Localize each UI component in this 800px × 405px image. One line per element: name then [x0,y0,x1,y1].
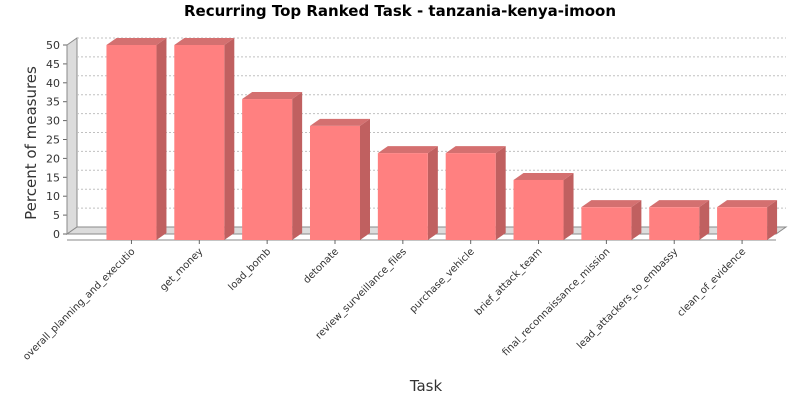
bar [174,38,235,240]
y-tick-label: 45 [46,58,60,71]
y-axis-title: Percent of measures [22,66,40,220]
x-tick-label: get_money [158,246,205,293]
x-tick-label: final_reconnaissance_mission [500,246,612,358]
bar-front [649,207,700,240]
x-tick-label: brief_attack_team [473,246,545,318]
bar-side [156,38,167,240]
x-tick-label: clean_of_evidence [675,246,748,319]
label-layer: overall_planning_and_executio get_money lo… [21,246,748,362]
x-tick-label: purchase_vehicle [408,246,477,315]
y-tick-label: 35 [46,96,60,109]
y-tick-label: 15 [46,171,60,184]
bar-side [495,146,506,240]
bar [717,200,778,240]
y-tick-label: 30 [46,115,60,128]
bar-top [174,38,235,45]
bar-front [309,125,360,240]
bar-front [445,153,496,240]
bar [242,92,303,240]
bar-front [513,179,564,240]
bar-front [377,153,428,240]
bar [309,118,370,240]
bar-front [242,99,293,240]
bar-side [359,118,370,240]
bar-top [106,38,167,45]
bar-side [224,38,235,240]
bar [513,172,574,240]
bar-side [563,172,574,240]
x-tick-label: detonate [301,246,341,286]
y-tick-label: 50 [46,39,60,52]
bar [445,146,506,240]
bar-top [377,146,438,154]
y-tick-label: 20 [46,152,60,165]
bar-layer [106,38,778,240]
bar-side [699,200,710,240]
bar [106,38,167,240]
bar-front [717,207,768,240]
bar-front [581,207,632,240]
bar-top [649,200,710,208]
bar-top [717,200,778,208]
bar-top [513,172,574,180]
bar-top [309,118,370,126]
bar-side [427,146,438,240]
bar-front [174,45,225,240]
y-tick-label: 25 [46,134,60,147]
y-tick-label: 10 [46,190,60,203]
x-tick-label: load_bomb [227,246,274,293]
bar [649,200,710,240]
bar [377,146,438,240]
left-wall [66,37,78,235]
bar [581,200,642,240]
x-axis-title: Task [409,377,443,395]
bar-front [106,45,157,240]
bar-top [242,92,303,100]
y-tick-label: 40 [46,77,60,90]
y-tick-label: 0 [53,228,60,241]
bar-top [581,200,642,208]
bar-side [767,200,778,240]
bar-side [631,200,642,240]
chart-title: Recurring Top Ranked Task - tanzania-ken… [183,2,617,20]
bar-side [292,92,303,240]
bar-top [445,146,506,154]
x-tick-label: overall_planning_and_executio [21,246,137,362]
y-tick-label: 5 [53,209,60,222]
